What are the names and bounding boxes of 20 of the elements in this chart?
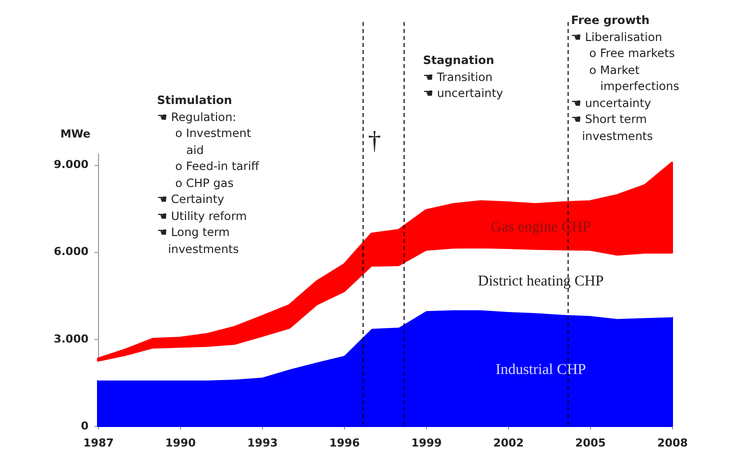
text: Stagnation ☚ Transition ☚ uncertainty — [423, 52, 504, 102]
y-axis-title: MWe — [60, 128, 90, 140]
y-tick-label: 9.000 — [54, 158, 89, 172]
series-label: District heating CHP — [478, 273, 604, 290]
y-tick-label: 6.000 — [54, 245, 89, 258]
series-label: Gas engine CHP — [490, 219, 591, 236]
y-tick-label: 3.000 — [54, 332, 89, 346]
x-tick-label: 1999 — [411, 436, 442, 450]
series-label: Industrial CHP — [496, 362, 586, 378]
x-tick-label: 1987 — [83, 436, 114, 450]
y-tick-label: 0 — [80, 420, 89, 432]
text: Stimulation ☚ Regulation: o Investment aid o Feed-in tariff o CHP gas ☚ Certainty ☚ Utility reform ☚ Long term investments — [157, 93, 260, 256]
x-tick-label: 2008 — [657, 436, 688, 450]
text: Free growth ☚ Liberalisation o Free markets o Market imperfections ☚ uncertainty ☚ Short term investments — [571, 12, 680, 144]
x-tick-label: 1996 — [329, 436, 360, 450]
x-tick-label: 1993 — [247, 436, 278, 450]
x-tick-label: 2005 — [575, 436, 606, 450]
x-tick-label: 2002 — [493, 436, 524, 450]
annotation: † — [368, 126, 381, 155]
x-tick-label: 1990 — [165, 436, 196, 450]
